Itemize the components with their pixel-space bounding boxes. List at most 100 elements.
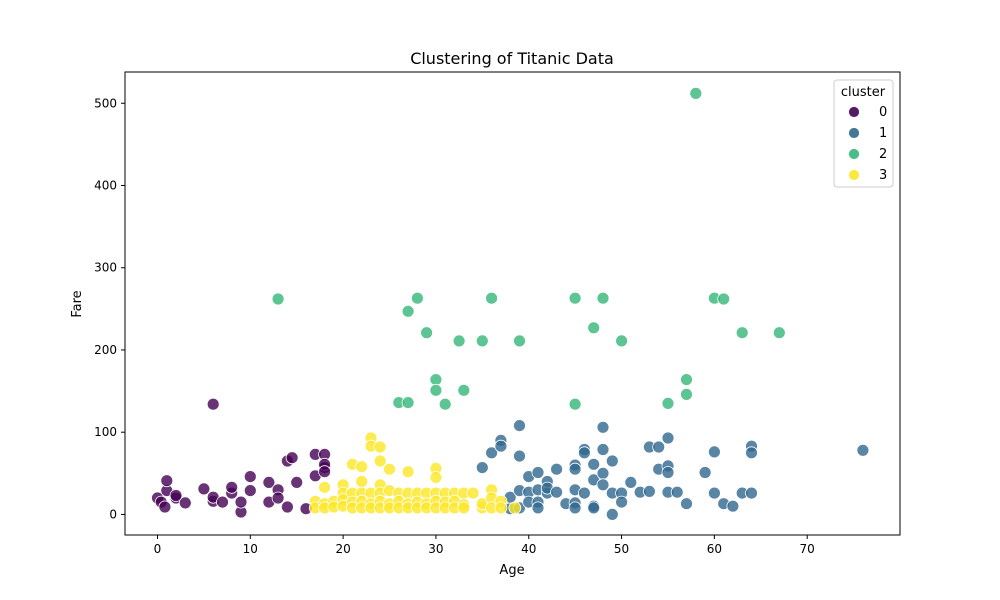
- data-point-cluster-1: [550, 462, 563, 476]
- x-tick-label: 70: [800, 542, 815, 556]
- data-point-cluster-2: [410, 291, 424, 305]
- x-tick-label: 40: [521, 542, 536, 556]
- data-point-cluster-0: [206, 397, 220, 411]
- data-point-cluster-2: [475, 334, 489, 348]
- data-point-cluster-1: [513, 449, 526, 463]
- data-point-cluster-3: [466, 486, 480, 500]
- data-point-cluster-0: [197, 482, 211, 496]
- y-tick-label: 500: [94, 96, 117, 110]
- data-point-cluster-2: [438, 397, 452, 411]
- data-point-cluster-2: [587, 321, 601, 335]
- data-point-cluster-3: [457, 501, 471, 515]
- data-point-cluster-1: [708, 486, 721, 500]
- data-point-cluster-2: [735, 326, 749, 340]
- data-point-cluster-2: [772, 326, 786, 340]
- data-point-cluster-1: [587, 457, 601, 471]
- data-point-cluster-1: [550, 485, 563, 499]
- plot-frame: [124, 71, 901, 536]
- data-point-cluster-1: [596, 466, 610, 480]
- data-point-cluster-1: [475, 461, 489, 475]
- data-point-cluster-3: [401, 465, 415, 479]
- x-tick-label: 50: [614, 542, 629, 556]
- data-point-cluster-3: [494, 501, 508, 515]
- data-point-cluster-3: [355, 460, 369, 474]
- data-point-cluster-0: [271, 491, 285, 505]
- legend-label-3: 3: [879, 168, 887, 183]
- data-point-cluster-0: [158, 500, 172, 514]
- data-point-cluster-3: [429, 470, 443, 484]
- data-point-cluster-1: [661, 466, 675, 479]
- data-point-cluster-2: [615, 334, 628, 348]
- data-point-cluster-1: [643, 484, 656, 498]
- y-tick-label: 100: [94, 425, 117, 439]
- legend-items: 0 1 2 3: [848, 105, 887, 183]
- data-point-cluster-1: [494, 439, 508, 453]
- data-point-cluster-1: [485, 446, 499, 460]
- y-axis-label: Fare: [70, 290, 85, 317]
- data-point-cluster-1: [624, 475, 638, 489]
- chart-title: Clustering of Titanic Data: [410, 49, 614, 68]
- data-point-cluster-1: [726, 499, 740, 513]
- data-point-cluster-3: [383, 462, 396, 476]
- data-point-cluster-2: [717, 292, 731, 306]
- data-point-cluster-1: [513, 419, 526, 433]
- data-point-cluster-1: [698, 466, 712, 479]
- data-point-cluster-1: [568, 462, 582, 476]
- data-point-cluster-0: [169, 489, 183, 502]
- data-point-cluster-2: [452, 334, 466, 348]
- data-points: [151, 87, 870, 521]
- data-point-cluster-2: [457, 383, 471, 397]
- data-point-cluster-2: [596, 291, 610, 305]
- y-tick-label: 400: [94, 178, 117, 192]
- legend-label-1: 1: [879, 126, 887, 141]
- data-point-cluster-3: [373, 454, 387, 468]
- legend-marker-2: [848, 148, 860, 160]
- data-point-cluster-1: [605, 454, 619, 468]
- data-point-cluster-2: [568, 291, 582, 305]
- data-point-cluster-2: [680, 387, 693, 401]
- data-point-cluster-1: [578, 446, 591, 460]
- data-point-cluster-2: [689, 87, 703, 100]
- data-point-cluster-2: [429, 373, 443, 387]
- data-point-cluster-0: [243, 470, 257, 484]
- data-point-cluster-1: [615, 495, 628, 509]
- data-point-cluster-1: [531, 501, 545, 515]
- data-point-cluster-2: [680, 373, 693, 387]
- data-point-cluster-3: [318, 480, 332, 494]
- data-point-cluster-1: [652, 440, 666, 454]
- legend-marker-3: [848, 169, 860, 181]
- data-point-cluster-1: [661, 431, 675, 445]
- data-point-cluster-1: [596, 443, 610, 456]
- data-point-cluster-1: [745, 446, 758, 460]
- data-point-cluster-0: [160, 474, 174, 488]
- data-point-cluster-0: [225, 480, 239, 494]
- data-point-cluster-0: [178, 496, 192, 510]
- data-point-cluster-1: [587, 501, 601, 515]
- legend-box: [833, 79, 894, 188]
- data-point-cluster-2: [661, 396, 675, 410]
- x-axis: 0 10 20 30 40 50 60 70: [154, 535, 815, 556]
- data-point-cluster-2: [485, 291, 499, 305]
- legend: cluster 0 1 2 3: [833, 79, 894, 188]
- data-point-cluster-0: [318, 465, 332, 479]
- data-point-cluster-2: [401, 304, 415, 318]
- x-axis-label: Age: [499, 563, 524, 578]
- data-point-cluster-0: [216, 495, 229, 509]
- legend-label-2: 2: [879, 147, 887, 162]
- legend-title: cluster: [841, 85, 886, 100]
- data-point-cluster-1: [708, 445, 721, 459]
- data-point-cluster-1: [596, 478, 610, 492]
- x-tick-label: 60: [707, 542, 722, 556]
- legend-marker-0: [848, 106, 860, 118]
- y-tick-label: 300: [94, 261, 117, 275]
- data-point-cluster-2: [271, 292, 285, 306]
- y-axis: 0 100 200 300 400 500: [94, 96, 125, 521]
- legend-marker-1: [848, 127, 860, 139]
- data-point-cluster-2: [420, 326, 434, 340]
- data-point-cluster-0: [290, 475, 304, 489]
- x-tick-label: 20: [335, 542, 350, 556]
- data-point-cluster-2: [568, 397, 582, 411]
- data-point-cluster-1: [856, 443, 870, 457]
- legend-label-0: 0: [879, 105, 887, 120]
